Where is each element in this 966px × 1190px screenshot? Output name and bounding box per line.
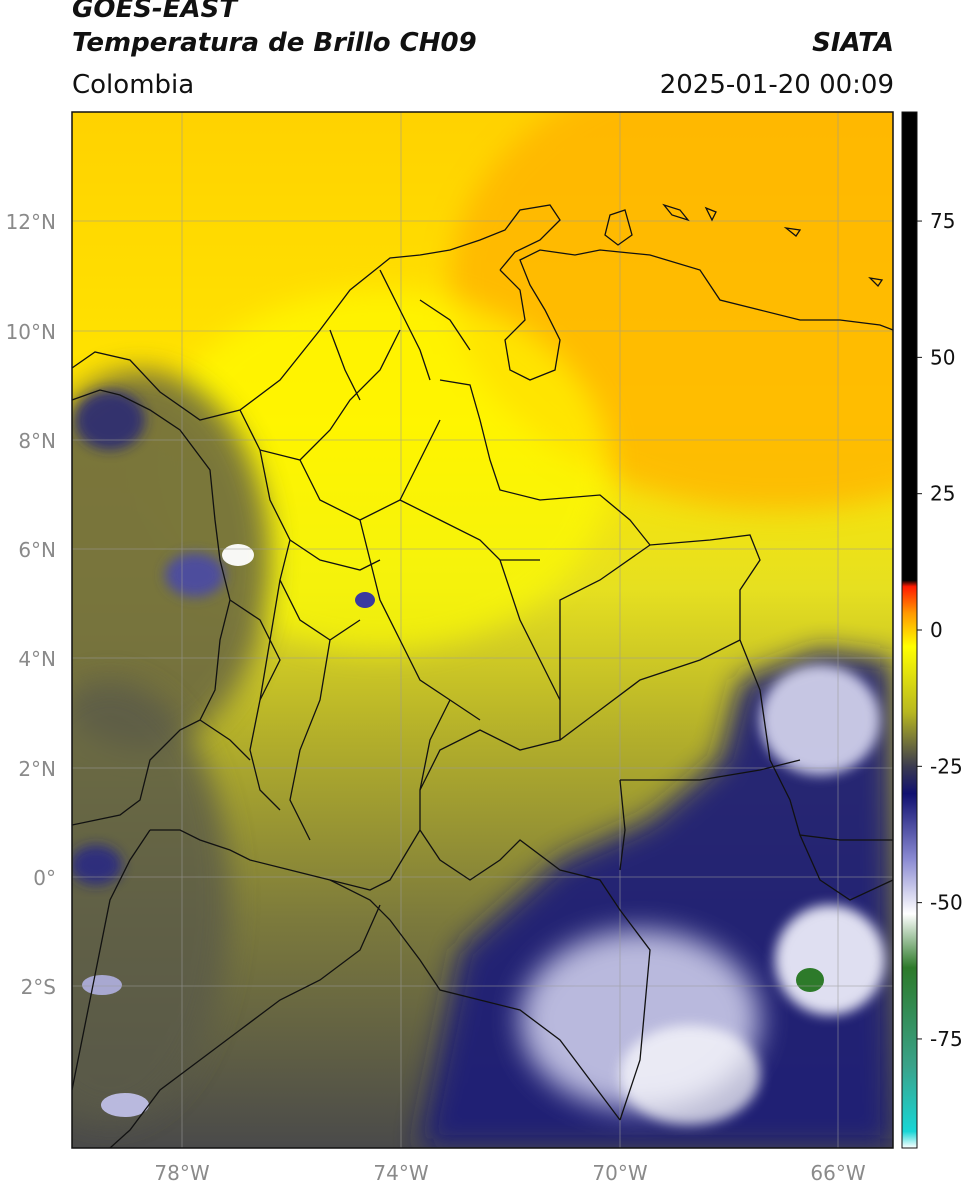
lat-label-6n: 6°N — [18, 538, 56, 562]
colorbar: 75 50 25 0 -25 -50 -75 — [901, 111, 963, 1149]
colorbar-tick-label: -25 — [930, 754, 963, 778]
lat-label-2s: 2°S — [21, 975, 56, 999]
colorbar-tick-label: -50 — [930, 891, 963, 915]
lat-label-0: 0° — [33, 866, 56, 890]
colorbar-tick-label: 50 — [930, 345, 955, 369]
lat-label-12n: 12°N — [6, 210, 56, 234]
region-label: Colombia — [72, 70, 195, 100]
product-title: Temperatura de Brillo CH09 — [72, 28, 477, 58]
colorbar-tick-label: 0 — [930, 618, 943, 642]
latitude-labels: 12°N 10°N 8°N 6°N 4°N 2°N 0° 2°S — [6, 210, 56, 999]
lat-label-10n: 10°N — [6, 320, 56, 344]
longitude-labels: 78°W 74°W 70°W 66°W — [154, 1161, 865, 1185]
colorbar-tick-label: 75 — [930, 209, 955, 233]
brightness-temperature-field — [72, 112, 893, 1148]
colorbar-tick-label: 25 — [930, 482, 955, 506]
timestamp-label: 2025-01-20 00:09 — [659, 70, 894, 100]
lon-label-78w: 78°W — [154, 1161, 209, 1185]
political-boundaries — [72, 203, 893, 1148]
colorbar-tick-label: -75 — [930, 1027, 963, 1051]
colorbar-gradient — [901, 111, 918, 1149]
lat-label-8n: 8°N — [18, 429, 56, 453]
organization-label: SIATA — [812, 28, 894, 58]
lon-label-74w: 74°W — [373, 1161, 428, 1185]
lon-label-66w: 66°W — [810, 1161, 865, 1185]
satellite-title: GOES-EAST — [72, 0, 238, 24]
map-frame — [71, 111, 894, 1149]
lat-label-4n: 4°N — [18, 647, 56, 671]
lat-label-2n: 2°N — [18, 757, 56, 781]
lon-label-70w: 70°W — [592, 1161, 647, 1185]
